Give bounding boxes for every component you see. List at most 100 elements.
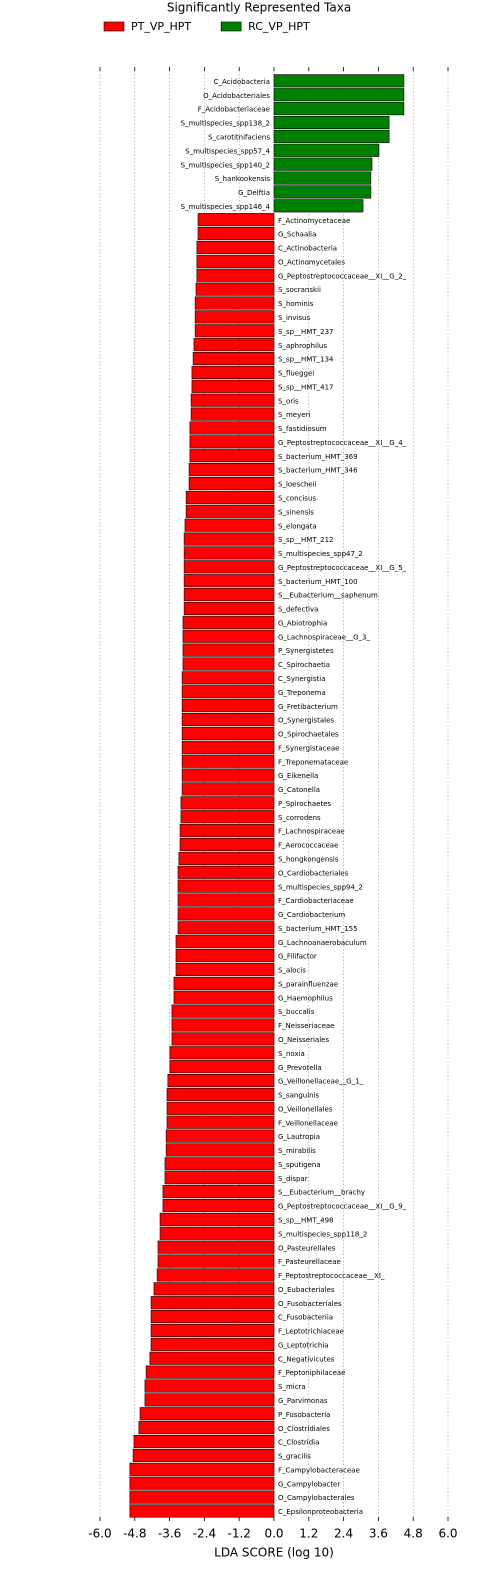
bar	[133, 1434, 275, 1449]
bar	[159, 1212, 275, 1226]
bar	[189, 435, 275, 449]
bar	[165, 1143, 275, 1157]
category-label: S_dispar	[278, 1175, 308, 1183]
bar	[162, 1185, 275, 1199]
category-label: S_fastidiosum	[278, 425, 327, 433]
category-label: F_Lachnospiraceae	[278, 828, 345, 836]
category-label: F_Actinomycetaceae	[278, 217, 350, 225]
bar	[175, 949, 275, 963]
bar	[183, 574, 275, 588]
bar	[192, 351, 275, 366]
bar	[149, 1351, 275, 1365]
bar	[139, 1407, 275, 1421]
bar	[171, 1004, 275, 1018]
bar	[177, 921, 275, 935]
category-label: G_Peptostreptococcaceae__XI__G_2_	[278, 272, 407, 280]
bar	[166, 1101, 275, 1115]
category-label: G_Haemophilus	[278, 994, 333, 1002]
bar	[173, 990, 275, 1004]
x-tick-label: -6.0	[88, 1527, 111, 1541]
bar	[132, 1448, 275, 1462]
category-label: C_Acidobacteria	[214, 78, 270, 86]
category-label: S_buccalis	[278, 1008, 315, 1016]
bar	[173, 976, 275, 990]
x-tick-label: -4.8	[123, 1527, 146, 1541]
bar	[181, 754, 275, 768]
bar	[175, 935, 275, 949]
bar	[129, 1476, 275, 1490]
bar	[182, 629, 275, 643]
bar	[197, 213, 275, 227]
category-label: F_Synergistaceae	[278, 744, 339, 752]
bar	[273, 74, 405, 88]
category-label: F_Peptoniphilaceae	[278, 1369, 345, 1377]
bar	[185, 504, 275, 518]
bar	[165, 1129, 275, 1143]
category-label: G_Prevotella	[278, 1064, 322, 1072]
bar	[145, 1365, 275, 1379]
legend-swatch	[103, 21, 125, 32]
category-label: G_Catonella	[278, 786, 320, 794]
category-label: P_Spirochaetes	[278, 800, 331, 808]
bar	[189, 449, 275, 463]
x-tick-label: 4.8	[404, 1527, 423, 1541]
bar	[183, 546, 275, 560]
bar	[193, 338, 275, 352]
bar	[159, 1226, 275, 1240]
bar	[190, 407, 275, 421]
category-label: G_Peptostreptococcaceae__XI__G_5_	[278, 564, 407, 572]
bar	[180, 810, 275, 824]
category-label: C_Fusobacteriia	[278, 1314, 333, 1322]
category-label: S_alocis	[278, 967, 306, 975]
category-label: F_Aerococcaceae	[278, 842, 338, 850]
bar	[150, 1296, 275, 1310]
bar	[185, 490, 275, 504]
category-label: S_multispecies_spp146_4	[181, 203, 271, 211]
category-label: G_Treponema	[278, 689, 326, 697]
category-label: O_Veillonellales	[278, 1105, 333, 1113]
category-label: S_hongkongensis	[278, 855, 339, 863]
category-label: G_Peptostreptococcaceae__XI__G_9_	[278, 1203, 407, 1211]
bar	[169, 1046, 275, 1060]
category-label: S__Eubacterium__saphenum	[278, 592, 378, 600]
category-label: C_Epsilonproteobacteria	[278, 1508, 363, 1516]
category-label: O_Clostridiales	[278, 1425, 330, 1433]
legend-swatch	[220, 21, 242, 32]
bar	[188, 463, 275, 477]
category-label: S_sanguinis	[278, 1092, 320, 1100]
category-label: S__Eubacterium__brachy	[278, 1189, 365, 1197]
bar	[181, 671, 275, 685]
category-label: S_multispecies_spp118_2	[278, 1230, 367, 1238]
category-label: C_Clostridia	[278, 1439, 319, 1447]
bar	[184, 518, 275, 532]
bar	[190, 393, 275, 407]
category-label: G_Campylobacter	[278, 1480, 340, 1488]
bar	[273, 143, 380, 157]
x-tick-label: -3.6	[158, 1527, 181, 1541]
bar	[150, 1310, 275, 1324]
bar	[181, 685, 275, 699]
category-label: S_micra	[278, 1383, 306, 1391]
category-label: S_hominis	[278, 300, 314, 308]
category-label: O_Neisseriales	[278, 1036, 329, 1044]
bar	[183, 601, 275, 616]
category-label: S_sp__HMT_212	[278, 536, 333, 544]
category-label: S_multispecies_spp94_2	[278, 883, 363, 891]
category-label: C_Actinobacteria	[278, 245, 337, 253]
bar	[166, 1087, 275, 1101]
category-label: O_Cardiobacteriales	[278, 869, 349, 877]
bar	[189, 421, 275, 435]
category-label: S_bacterium_HMT_369	[278, 453, 358, 461]
bar	[183, 532, 275, 546]
bar	[156, 1268, 275, 1282]
category-label: F_Leptotrichiaceae	[278, 1328, 344, 1336]
legend-label: RC_VP_HPT	[248, 20, 310, 33]
bar	[175, 962, 275, 977]
category-label: S_aphrophilus	[278, 342, 327, 350]
bar	[194, 296, 275, 310]
category-label: S_concisus	[278, 494, 316, 502]
bar	[144, 1393, 275, 1407]
bar	[182, 615, 275, 629]
category-label: S_corrodens	[278, 814, 321, 822]
